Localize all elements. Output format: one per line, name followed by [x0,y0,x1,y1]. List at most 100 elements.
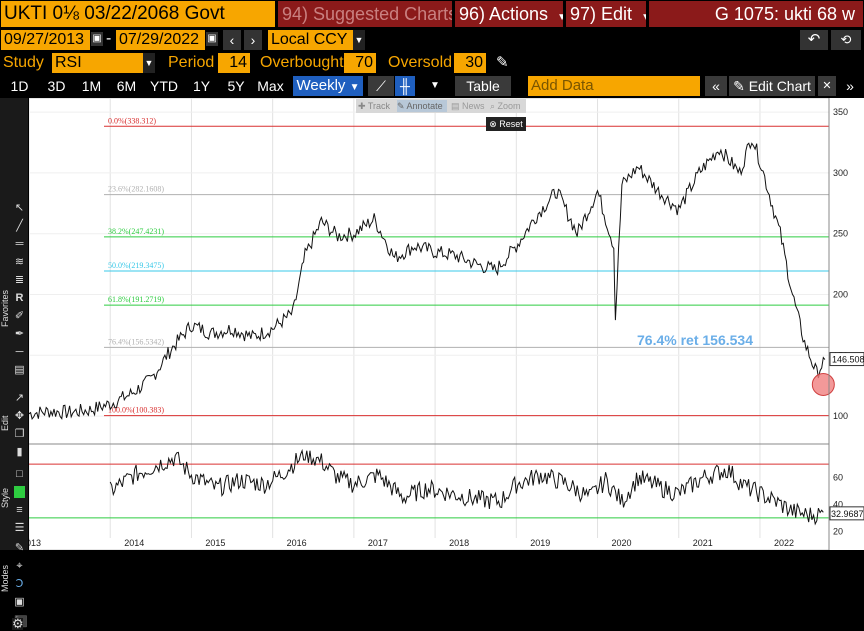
range-button-1d[interactable]: 1D [3,76,36,96]
prev-period-button[interactable]: ‹ [223,30,241,50]
price-tick-label: 100 [833,411,848,421]
line-weight-icon[interactable]: ≡ [16,504,23,516]
chevron-down-icon: ▼ [143,53,155,73]
lock-icon[interactable]: ▣ [14,596,25,608]
fibonacci-icon[interactable]: ≣ [14,274,25,286]
calendar-icon[interactable]: ▣ [91,32,103,46]
period-input[interactable]: 14 [218,53,250,73]
security-field[interactable]: UKTI 0⅛ 03/22/2068 Govt [1,1,275,27]
range-button-1m[interactable]: 1M [75,76,108,96]
overbought-input[interactable]: 70 [344,53,376,73]
edit-chart-label: Edit Chart [748,78,811,94]
range-button-1y[interactable]: 1Y [185,76,218,96]
news-label: News [462,101,485,111]
modes-label: Modes [0,564,10,592]
retracement-icon[interactable]: R [15,292,24,304]
suggested-charts-menu[interactable]: 94) Suggested Charts [278,1,452,27]
collapse-icon[interactable]: « [705,76,727,96]
frequency-value: Weekly [296,77,346,94]
draw-mode-icon[interactable]: ✎ [14,542,25,554]
study-value: RSI [55,54,82,71]
edit-menu-label: 97) Edit [570,4,633,24]
line-icon[interactable]: ─ [15,346,24,358]
range-button-ytd[interactable]: YTD [145,76,183,96]
color-swatch-icon[interactable] [14,486,25,498]
reset-zoom-button[interactable]: ⟲ [831,30,861,50]
chevron-down-icon: ▼ [349,82,360,93]
price-series-line [29,142,826,421]
edit-label: Edit [0,415,10,431]
close-icon[interactable]: ✕ [818,76,836,96]
fib-level-label: 61.8%(191.2719) [108,295,164,304]
x-tick-label: 2021 [693,538,713,548]
next-period-button[interactable]: › [244,30,262,50]
x-tick-label: 2018 [449,538,469,548]
range-button-6m[interactable]: 6M [110,76,143,96]
date-bar: 09/27/2013 ▣ - 07/29/2022 ▣ ‹ › Local CC… [0,29,864,51]
currency-value: Local CCY [271,31,348,48]
line-tool-icon[interactable]: ╱ [16,220,23,232]
undo-button[interactable]: ↶ [800,30,828,50]
range-button-5y[interactable]: 5Y [220,76,252,96]
price-chart[interactable]: 0.0%(338.312) 23.6%(282.1608) 38.2%(247.42… [29,98,864,550]
overbought-label: Overbought [260,54,344,71]
highlight-circle [811,372,835,396]
news-tool[interactable]: ▤ News [451,101,485,111]
line-style-icon[interactable]: ☰ [14,522,25,534]
price-tick-label: 200 [833,289,848,299]
table-button[interactable]: Table [455,76,511,96]
reset-label: Reset [499,119,523,129]
range-button-3d[interactable]: 3D [40,76,73,96]
arrow-icon[interactable]: ↗ [14,392,25,404]
zoom-label: Zoom [497,101,521,111]
edit-chart-button[interactable]: ✎ Edit Chart [729,76,815,96]
oversold-input[interactable]: 30 [454,53,486,73]
retracement-annotation[interactable]: 76.4% ret 156.534 [637,332,753,348]
study-bar: Study RSI ▼ Period 14 Overbought 70 Over… [0,52,864,74]
copy-icon[interactable]: ❐ [14,428,25,440]
horizontal-line-icon[interactable]: ═ [15,238,24,250]
trash-icon[interactable]: ▮ [16,446,23,458]
date-from-input[interactable]: 09/27/2013 [1,30,90,50]
calendar-icon[interactable]: ▣ [206,32,218,46]
study-select[interactable]: RSI ▼ [52,53,155,73]
annotate-tool[interactable]: ✎ Annotate [397,100,447,112]
edit-menu[interactable]: 97) Edit ▼ [566,1,646,27]
x-tick-label: 2022 [774,538,794,548]
annotate-label: Annotate [406,101,443,111]
pencil-icon[interactable]: ✎ [496,54,509,71]
expand-icon[interactable]: » [839,76,861,96]
x-tick-label: 2020 [612,538,632,548]
price-tick-label: 350 [833,107,848,117]
frequency-select[interactable]: Weekly ▼ [293,76,363,96]
chevron-down-icon: ▼ [353,30,365,50]
chart-type-dropdown[interactable]: ▼ [418,76,452,96]
candlestick-icon[interactable]: ╫ [395,76,415,96]
style-square-icon[interactable]: □ [16,468,23,480]
gear-icon[interactable]: ⚙ [12,616,24,631]
fib-level-label: 50.0%(219.3475) [108,261,164,270]
price-tick-label: 250 [833,229,848,239]
zoom-tool[interactable]: ⌕ Zoom [490,101,521,111]
text-icon[interactable]: ▤ [14,364,25,376]
fib-level-label: 76.4%(156.5342) [108,337,164,346]
pencil-icon: ✎ [733,78,749,94]
x-tick-label: 2017 [368,538,388,548]
move-icon[interactable]: ✥ [14,410,25,422]
brush-icon[interactable]: ✐ [14,310,25,322]
actions-menu[interactable]: 96) Actions ▼ [455,1,563,27]
rsi-series-line [109,448,824,526]
magnet-icon[interactable]: Ↄ [15,578,24,590]
date-to-input[interactable]: 07/29/2022 [116,30,205,50]
line-chart-icon[interactable]: ⟋ [368,76,394,96]
range-button-max[interactable]: Max [254,76,287,96]
x-tick-label: 2019 [530,538,550,548]
add-data-input[interactable]: Add Data [528,76,700,96]
currency-select[interactable]: Local CCY ▼ [268,30,365,50]
reset-button[interactable]: ⊗ Reset [486,117,526,131]
crosshair-icon[interactable]: ⌖ [16,560,23,572]
cursor-icon[interactable]: ↖ [14,202,25,214]
track-tool[interactable]: ✚ Track [358,101,391,111]
channel-icon[interactable]: ≋ [14,256,25,268]
pen-icon[interactable]: ✒ [14,328,25,340]
